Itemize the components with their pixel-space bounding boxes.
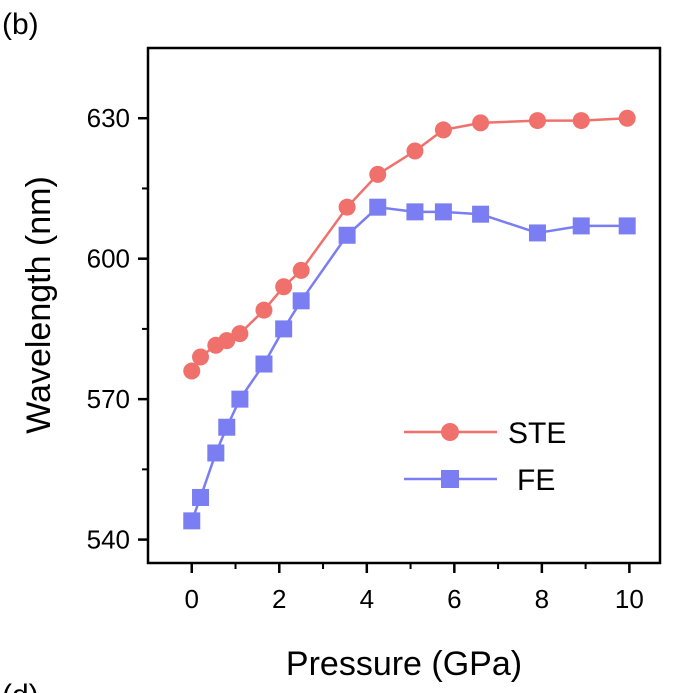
series-ste-point	[434, 121, 452, 139]
legend-fe-marker	[441, 470, 459, 488]
series-layer	[183, 109, 636, 530]
series-fe-point	[406, 203, 424, 221]
series-fe-point	[369, 198, 387, 216]
x-tick-label-4: 4	[360, 584, 374, 614]
series-fe-point	[207, 444, 225, 462]
series-ste-point	[472, 114, 490, 132]
x-tick-label-6: 6	[447, 584, 461, 614]
series-ste-point	[292, 261, 310, 279]
series-ste-point	[255, 301, 273, 319]
x-tick-label-10: 10	[615, 584, 644, 614]
y-tick-label-630: 630	[87, 103, 130, 133]
legend-ste-marker	[441, 423, 459, 441]
plot-area	[146, 46, 662, 565]
series-ste-point	[572, 112, 590, 130]
y-tick-label-570: 570	[87, 384, 130, 414]
series-fe-point	[338, 226, 356, 244]
series-fe-point	[292, 292, 310, 310]
series-ste-point	[338, 198, 356, 216]
series-fe-point	[572, 217, 590, 235]
panel-label-d: (d)	[2, 679, 39, 693]
series-fe-point	[434, 203, 452, 221]
y-tick-label-540: 540	[87, 525, 130, 555]
series-ste-point	[528, 112, 546, 130]
series-ste-point	[231, 325, 249, 343]
x-tick-label-2: 2	[272, 584, 286, 614]
legend-item-fe: FE	[404, 464, 555, 497]
plot-frame	[146, 46, 662, 565]
x-axis: 0 2 4 6 8 10	[185, 563, 644, 614]
x-axis-title: Pressure (GPa)	[286, 645, 522, 683]
series-ste-point	[618, 109, 636, 127]
series-ste-point	[369, 165, 387, 183]
series-fe-point	[192, 488, 210, 506]
panel-label-b: (b)	[2, 8, 39, 41]
series-fe-point	[528, 224, 546, 242]
series-ste-point	[218, 332, 236, 350]
legend-fe-label: FE	[517, 464, 555, 497]
series-fe-point	[183, 512, 201, 530]
legend: STE FE	[404, 417, 566, 497]
series-ste-point	[275, 278, 293, 296]
series-ste-point	[192, 348, 210, 366]
series-fe-point	[618, 217, 636, 235]
x-tick-label-0: 0	[185, 584, 199, 614]
y-axis: 540 570 600 630	[87, 103, 148, 555]
series-fe-point	[275, 320, 293, 338]
y-tick-label-600: 600	[87, 244, 130, 274]
series-fe-line	[190, 205, 628, 522]
y-axis-title: Wavelength (nm)	[20, 176, 58, 434]
series-ste-point	[183, 362, 201, 380]
x-tick-label-8: 8	[535, 584, 549, 614]
series-fe-point	[472, 205, 490, 223]
legend-ste-label: STE	[508, 417, 566, 450]
series-ste-point	[406, 142, 424, 160]
series-fe-point	[255, 355, 273, 373]
series-fe-point	[231, 390, 249, 408]
series-fe-point	[218, 418, 236, 436]
legend-item-ste: STE	[404, 417, 566, 450]
